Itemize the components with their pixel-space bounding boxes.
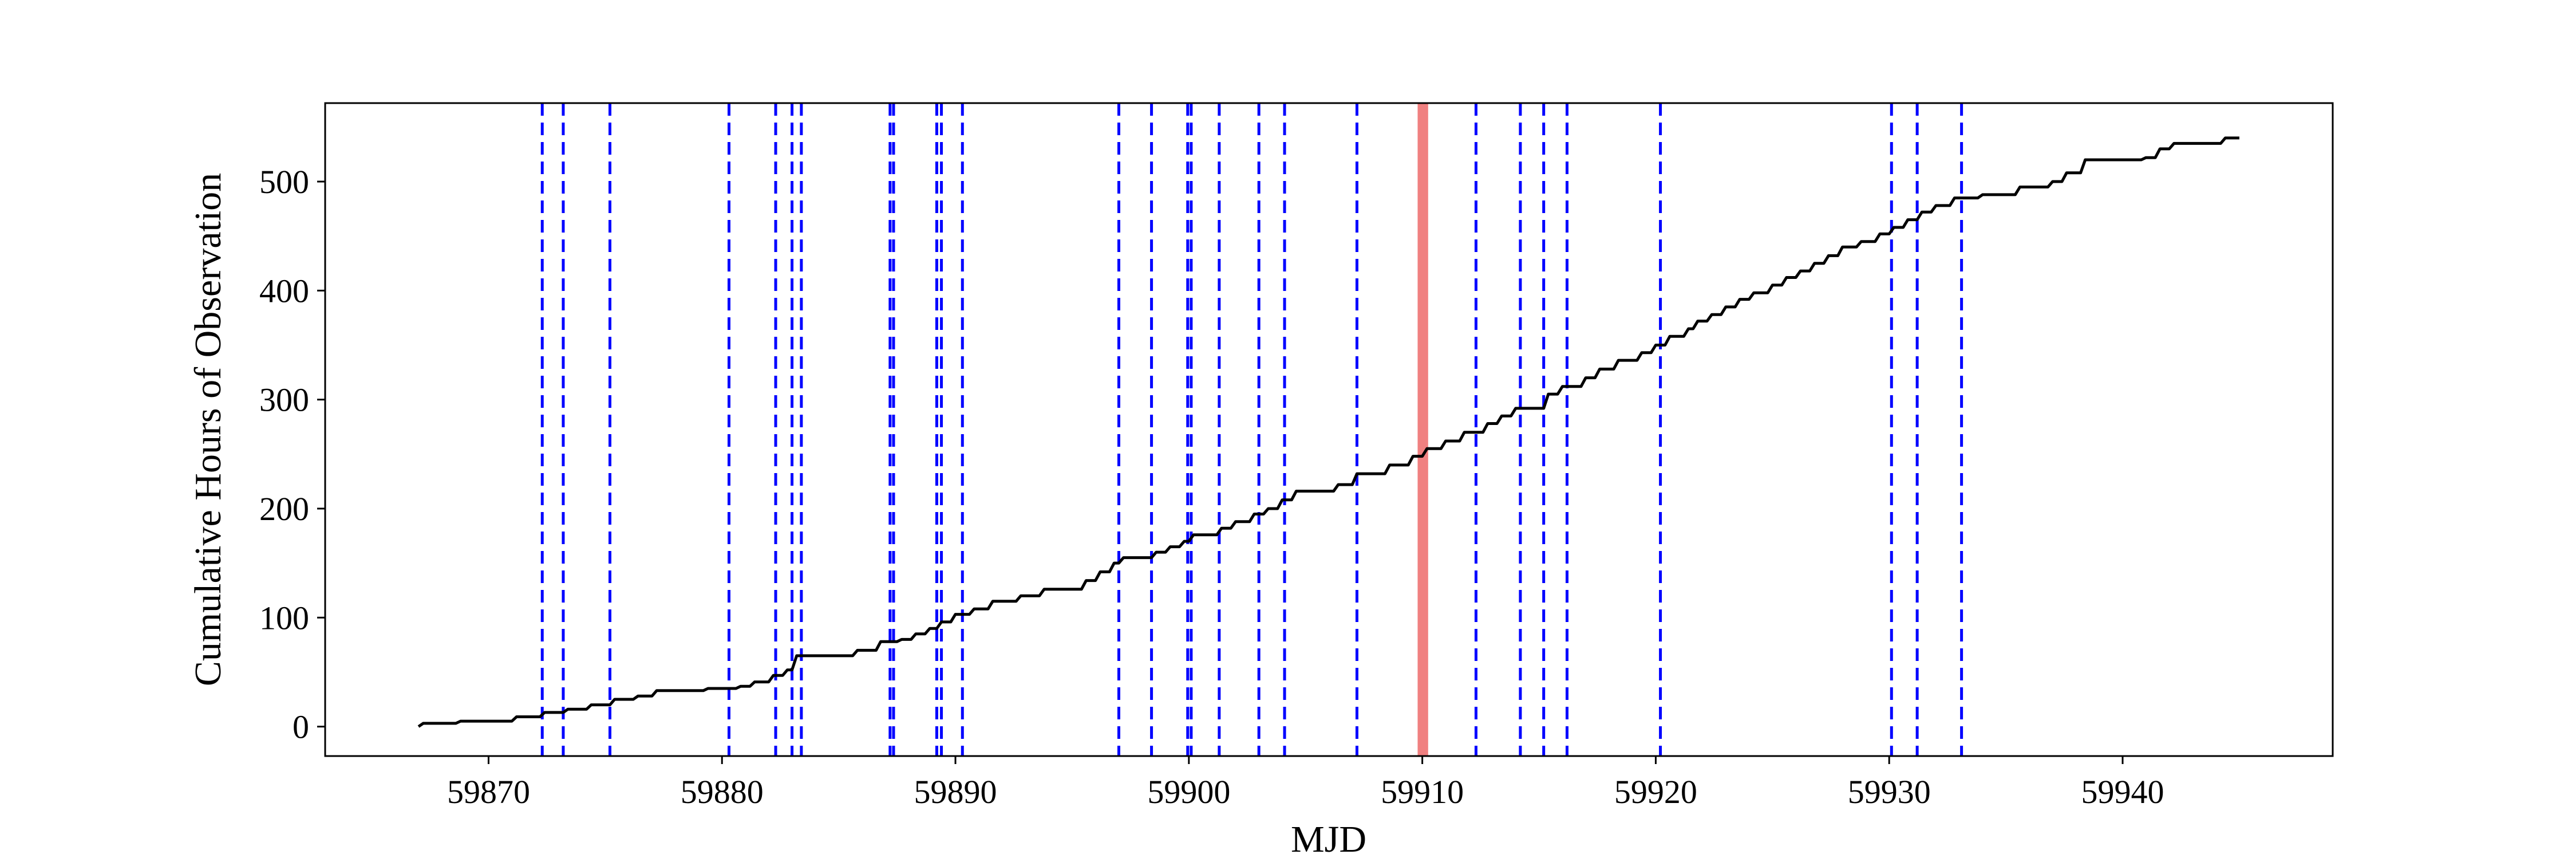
y-tick-label: 300: [259, 381, 309, 419]
x-tick-label: 59900: [1147, 773, 1230, 810]
x-tick-label: 59870: [447, 773, 530, 810]
x-tick-label: 59940: [2081, 773, 2164, 810]
y-tick-label: 200: [259, 490, 309, 528]
highlight-span: [1417, 103, 1428, 756]
x-tick-label: 59890: [914, 773, 997, 810]
x-tick-label: 59920: [1614, 773, 1697, 810]
y-tick-label: 400: [259, 272, 309, 309]
y-tick-label: 0: [293, 709, 309, 746]
x-tick-label: 59910: [1381, 773, 1464, 810]
x-axis-label: MJD: [1291, 818, 1366, 859]
x-tick-label: 59880: [681, 773, 764, 810]
series-line-cumulative-hours: [417, 136, 2239, 728]
x-tick-label: 59930: [1848, 773, 1931, 810]
y-axis-label: Cumulative Hours of Observation: [187, 173, 229, 686]
y-tick-label: 500: [259, 163, 309, 200]
y-tick-label: 100: [259, 599, 309, 636]
plot-area-frame: [324, 102, 2334, 757]
